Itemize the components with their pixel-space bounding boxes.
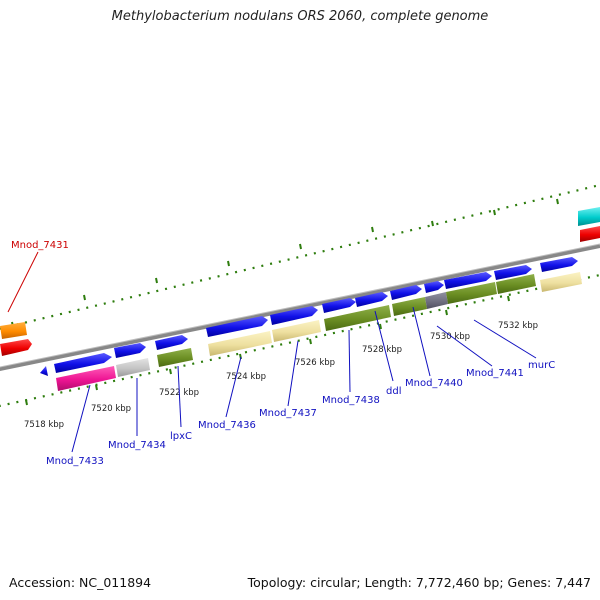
gene-darkgrey (425, 292, 448, 309)
gene-blue (54, 353, 112, 373)
gene-label-mnod-7434: Mnod_7434 (108, 440, 166, 451)
reverse-genes (56, 272, 582, 391)
gene-label-mnod-7436: Mnod_7436 (198, 420, 256, 431)
gene-label-mnod-7433: Mnod_7433 (46, 456, 104, 467)
gene-green (157, 348, 193, 367)
accession-text: Accession: NC_011894 (9, 575, 152, 590)
scale-label: 7532 kbp (498, 321, 538, 331)
topology-text: Topology: circular; Length: 7,772,460 bp… (247, 575, 591, 590)
gene-red (0, 339, 32, 356)
gene-label-mnod-7441: Mnod_7441 (466, 368, 524, 379)
gene-grey (116, 358, 150, 377)
gene-blue-small (40, 366, 48, 376)
gene-blue (494, 265, 532, 280)
gene-blue (390, 285, 422, 300)
outer-dots (0, 183, 600, 330)
outer-scale-ticks (0, 183, 600, 330)
gene-yellow (540, 272, 582, 292)
gene-label-lpxc: lpxC (170, 431, 192, 442)
gene-pink (56, 366, 116, 391)
gene-cyan (578, 207, 600, 226)
gene-blue (540, 257, 578, 272)
inner-scale-ticks (0, 273, 600, 407)
gene-blue (355, 292, 388, 307)
gene-label-mnod-7440: Mnod_7440 (405, 378, 463, 389)
gene-yellow (272, 320, 321, 342)
gene-blue (270, 306, 318, 325)
gene-blue (206, 316, 268, 337)
scale-label: 7518 kbp (24, 420, 64, 430)
genome-backbone (0, 244, 600, 372)
gene-label-mnod-7438: Mnod_7438 (322, 395, 380, 406)
label-leaders (7, 251, 537, 453)
gene-blue (322, 298, 356, 313)
scale-label: 7524 kbp (226, 372, 266, 382)
scale-label: 7520 kbp (91, 404, 131, 414)
map-title: Methylobacterium nodulans ORS 2060, comp… (111, 9, 489, 24)
gene-label-mnod-7437: Mnod_7437 (259, 408, 317, 419)
gene-blue (424, 281, 444, 293)
scale-label: 7528 kbp (362, 345, 402, 355)
gene-label-mnod-7431: Mnod_7431 (11, 240, 69, 251)
gene-green (446, 282, 497, 304)
gene-blue (155, 335, 188, 350)
gene-green (324, 305, 391, 331)
gene-red (580, 226, 600, 242)
gene-blue (114, 343, 146, 358)
gene-yellow (208, 331, 272, 356)
gene-labels: Mnod_7431 Mnod_7433 Mnod_7434 lpxC Mnod_… (11, 240, 555, 467)
forward-genes (0, 207, 600, 376)
gene-green (392, 297, 427, 316)
gene-blue (444, 272, 492, 289)
gene-green (496, 274, 536, 294)
gene-label-ddl: ddl (386, 386, 401, 397)
scale-label: 7526 kbp (295, 358, 335, 368)
gene-orange (0, 322, 27, 339)
scale-label: 7530 kbp (430, 332, 470, 342)
gene-label-murc: murC (528, 360, 555, 371)
